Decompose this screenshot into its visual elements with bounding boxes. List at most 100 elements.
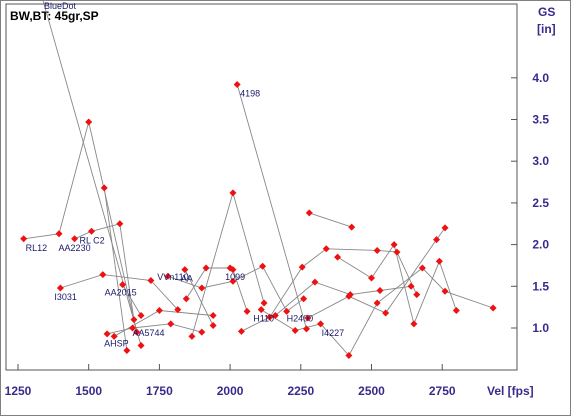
data-point (317, 320, 325, 328)
data-point (266, 313, 274, 321)
data-point (209, 311, 217, 319)
data-point (56, 284, 64, 292)
data-point (260, 299, 268, 307)
data-point (305, 209, 313, 217)
series-line (60, 274, 179, 311)
data-point (164, 272, 172, 280)
data-point (119, 281, 127, 289)
data-point (441, 224, 449, 232)
data-point (130, 316, 138, 324)
data-point (99, 271, 107, 279)
data-point (373, 299, 381, 307)
point-label: AA2015 (105, 288, 137, 298)
series-line (106, 323, 202, 335)
point-label: 4198 (240, 88, 260, 98)
data-point (373, 246, 381, 254)
point-label: RL12 (26, 243, 48, 253)
data-point (229, 277, 237, 285)
series-line (103, 187, 128, 351)
series-line (167, 265, 304, 312)
data-point (229, 189, 237, 197)
data-point (198, 328, 206, 336)
data-point (382, 309, 390, 317)
point-label: 1099 (225, 272, 245, 282)
series-line (184, 269, 214, 326)
data-point (243, 307, 251, 315)
point-label: H110 (253, 314, 274, 324)
data-point (376, 286, 384, 294)
x-tick-label: 2250 (287, 384, 314, 398)
y-tick-label: 3.5 (532, 113, 549, 127)
data-point (55, 230, 63, 238)
data-point (229, 266, 237, 274)
point-label: AA5744 (133, 328, 165, 338)
y-tick-label: 1.5 (532, 279, 549, 293)
data-point (100, 184, 108, 192)
point-label: BlueDot (44, 1, 77, 11)
data-point (174, 306, 182, 314)
y-tick-label: 3.0 (532, 154, 549, 168)
series-line (337, 243, 457, 326)
chart-title: BW,BT: 45gr,SP (10, 9, 99, 23)
data-point (300, 295, 308, 303)
data-point (304, 314, 312, 322)
point-label: AHSP (104, 338, 129, 348)
data-point (71, 235, 79, 243)
data-point (103, 330, 111, 338)
data-point (418, 264, 426, 272)
data-point (116, 220, 124, 228)
data-point (441, 287, 449, 295)
data-point (291, 327, 299, 335)
data-point (271, 311, 279, 319)
series-line (23, 121, 138, 333)
data-point (188, 332, 196, 340)
data-point (345, 352, 353, 360)
x-axis-label: Vel [fps] (487, 384, 534, 398)
y-tick-label: 2.0 (532, 238, 549, 252)
point-label: VVn110 (157, 272, 188, 282)
data-point (433, 236, 441, 244)
data-point (257, 306, 265, 314)
series-line (122, 284, 142, 316)
point-label: I3031 (54, 292, 77, 302)
data-point (129, 324, 137, 332)
data-point (410, 320, 418, 328)
y-tick-label: 2.5 (532, 196, 549, 210)
x-tick-label: 2000 (217, 384, 244, 398)
series-line (309, 212, 352, 228)
data-point (334, 253, 342, 261)
data-point (237, 327, 245, 335)
y-axis-label-line2: [in] (537, 22, 556, 36)
data-point (322, 245, 330, 253)
data-point (155, 306, 163, 314)
x-tick-label: 1250 (5, 384, 32, 398)
data-point (110, 332, 118, 340)
data-point (393, 248, 401, 256)
data-point (298, 263, 306, 271)
data-point (435, 257, 443, 265)
data-point (198, 284, 206, 292)
data-point (345, 292, 353, 300)
data-point (407, 282, 415, 290)
series-line (275, 281, 412, 316)
data-point (137, 342, 145, 350)
y-axis-label-line1: GS (538, 5, 555, 19)
data-point (302, 325, 310, 333)
series-line (260, 267, 494, 357)
data-point (368, 274, 375, 282)
data-point (181, 266, 189, 274)
data-point (311, 278, 319, 286)
data-point (233, 80, 241, 88)
data-point (85, 118, 93, 126)
point-label: H2400 (287, 313, 314, 323)
data-point (259, 262, 267, 270)
data-point (182, 295, 190, 303)
data-point (202, 264, 210, 272)
data-point (20, 235, 28, 243)
data-point (348, 223, 356, 231)
series-line (74, 223, 135, 320)
data-point (413, 291, 421, 299)
point-label: I4227 (322, 328, 345, 338)
